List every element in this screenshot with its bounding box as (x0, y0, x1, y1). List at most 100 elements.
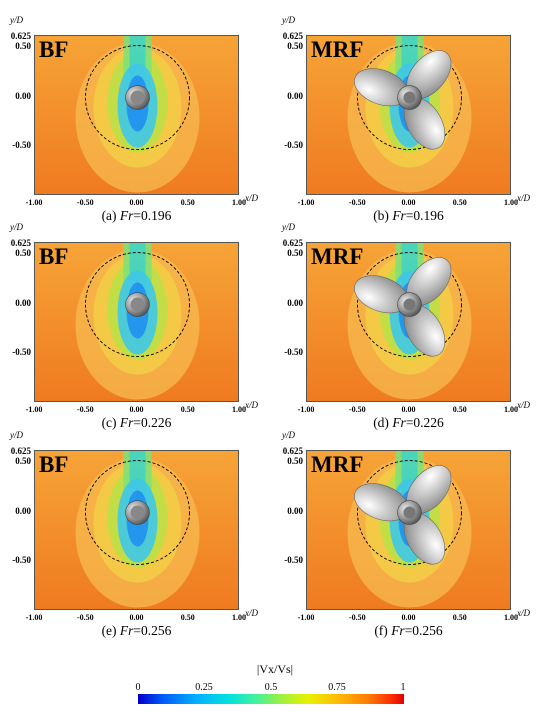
colorbar-title: |Vx/Vs| (256, 662, 294, 676)
y-tick-label: -0.50 (284, 139, 303, 150)
x-tick-label: 0.50 (452, 405, 467, 414)
colorbar-tick: 0.25 (195, 682, 213, 693)
y-axis-label: y/D (10, 15, 23, 25)
x-tick-label: -1.00 (297, 198, 315, 207)
y-tick-label: 0.50 (15, 41, 31, 52)
x-tick-label: 0.00 (401, 613, 416, 622)
panel-caption: (b) Fr=0.196 (373, 208, 444, 223)
y-tick-label: -0.50 (284, 554, 303, 565)
x-axis-label: x/D (517, 193, 530, 203)
y-tick-label: -0.50 (12, 554, 31, 565)
x-tick-label: 0.50 (452, 198, 467, 207)
y-tick-label: 0.00 (287, 505, 303, 516)
x-tick-label: 0.50 (180, 613, 195, 622)
panel-tag: MRF (311, 452, 364, 477)
colorbar-tick: 0.75 (328, 682, 346, 693)
x-tick-label: 1.00 (232, 198, 246, 207)
contour-field (35, 451, 238, 609)
colorbar-tick: 0.5 (264, 682, 278, 693)
x-tick-label: 0.00 (129, 613, 144, 622)
x-tick-label: 0.00 (129, 198, 144, 207)
panel-tag: BF (39, 452, 69, 477)
x-tick-label: -1.00 (297, 613, 315, 622)
contour-plot-a: BF (34, 35, 239, 195)
propeller-icon (354, 257, 452, 357)
x-tick-label: -1.00 (25, 198, 43, 207)
contour-field (307, 36, 510, 194)
x-tick-label: -0.50 (76, 198, 94, 207)
x-tick-label: 0.50 (180, 405, 195, 414)
x-tick-label: -0.50 (76, 405, 94, 414)
contour-field (35, 243, 238, 401)
panel-tag: MRF (311, 37, 364, 62)
y-axis-label: y/D (282, 15, 295, 25)
y-tick-label: 0.50 (287, 456, 303, 467)
y-tick-label: 0.50 (15, 456, 31, 467)
y-axis-label: y/D (282, 430, 295, 440)
panel-caption: (d) Fr=0.226 (373, 415, 444, 430)
panel-tag: MRF (311, 244, 364, 269)
y-axis-label: y/D (10, 430, 23, 440)
colorbar (138, 694, 404, 704)
panel-caption: (a) Fr=0.196 (101, 208, 172, 223)
hub-icon (125, 500, 150, 525)
y-tick-label: 0.625 (10, 31, 31, 41)
y-tick-label: 0.00 (15, 505, 31, 516)
contour-field (307, 451, 510, 609)
x-axis-label: x/D (517, 400, 530, 410)
x-tick-label: 1.00 (504, 613, 518, 622)
panel-caption: (f) Fr=0.256 (374, 623, 443, 638)
x-tick-label: -1.00 (25, 405, 43, 414)
x-tick-label: -1.00 (25, 613, 43, 622)
contour-field (307, 243, 510, 401)
x-tick-label: 1.00 (232, 405, 246, 414)
x-axis-label: x/D (517, 608, 530, 618)
hub-icon (125, 292, 150, 317)
y-tick-label: 0.625 (282, 238, 303, 248)
y-tick-label: 0.00 (15, 297, 31, 308)
contour-plot-f: MRF (306, 450, 511, 610)
contour-field (35, 36, 238, 194)
y-tick-label: 0.625 (10, 238, 31, 248)
y-tick-label: 0.625 (282, 31, 303, 41)
y-tick-label: 0.50 (15, 248, 31, 259)
y-tick-label: -0.50 (284, 346, 303, 357)
propeller-icon (354, 465, 452, 565)
panel-tag: BF (39, 244, 69, 269)
panel-caption: (c) Fr=0.226 (101, 415, 172, 430)
x-tick-label: -0.50 (76, 613, 94, 622)
y-tick-label: 0.625 (10, 446, 31, 456)
x-axis-label: x/D (245, 608, 258, 618)
contour-plot-c: BF (34, 242, 239, 402)
x-tick-label: -0.50 (348, 613, 366, 622)
x-tick-label: 1.00 (504, 198, 518, 207)
x-tick-label: 1.00 (504, 405, 518, 414)
contour-plot-e: BF (34, 450, 239, 610)
y-axis-label: y/D (282, 222, 295, 232)
x-tick-label: -1.00 (297, 405, 315, 414)
x-tick-label: -0.50 (348, 405, 366, 414)
x-tick-label: -0.50 (348, 198, 366, 207)
y-tick-label: -0.50 (12, 346, 31, 357)
x-axis-label: x/D (245, 193, 258, 203)
y-tick-label: 0.00 (287, 297, 303, 308)
contour-plot-d: MRF (306, 242, 511, 402)
x-tick-label: 0.50 (452, 613, 467, 622)
x-tick-label: 1.00 (232, 613, 246, 622)
colorbar-tick: 0 (135, 682, 141, 693)
x-axis-label: x/D (245, 400, 258, 410)
y-tick-label: 0.625 (282, 446, 303, 456)
y-tick-label: 0.00 (287, 90, 303, 101)
x-tick-label: 0.00 (401, 405, 416, 414)
y-tick-label: 0.50 (287, 248, 303, 259)
panel-tag: BF (39, 37, 69, 62)
hub-icon (125, 85, 150, 110)
contour-plot-b: MRF (306, 35, 511, 195)
colorbar-tick: 1 (400, 682, 406, 693)
y-tick-label: 0.50 (287, 41, 303, 52)
x-tick-label: 0.00 (401, 198, 416, 207)
propeller-icon (354, 50, 452, 150)
y-axis-label: y/D (10, 222, 23, 232)
y-tick-label: 0.00 (15, 90, 31, 101)
y-tick-label: -0.50 (12, 139, 31, 150)
